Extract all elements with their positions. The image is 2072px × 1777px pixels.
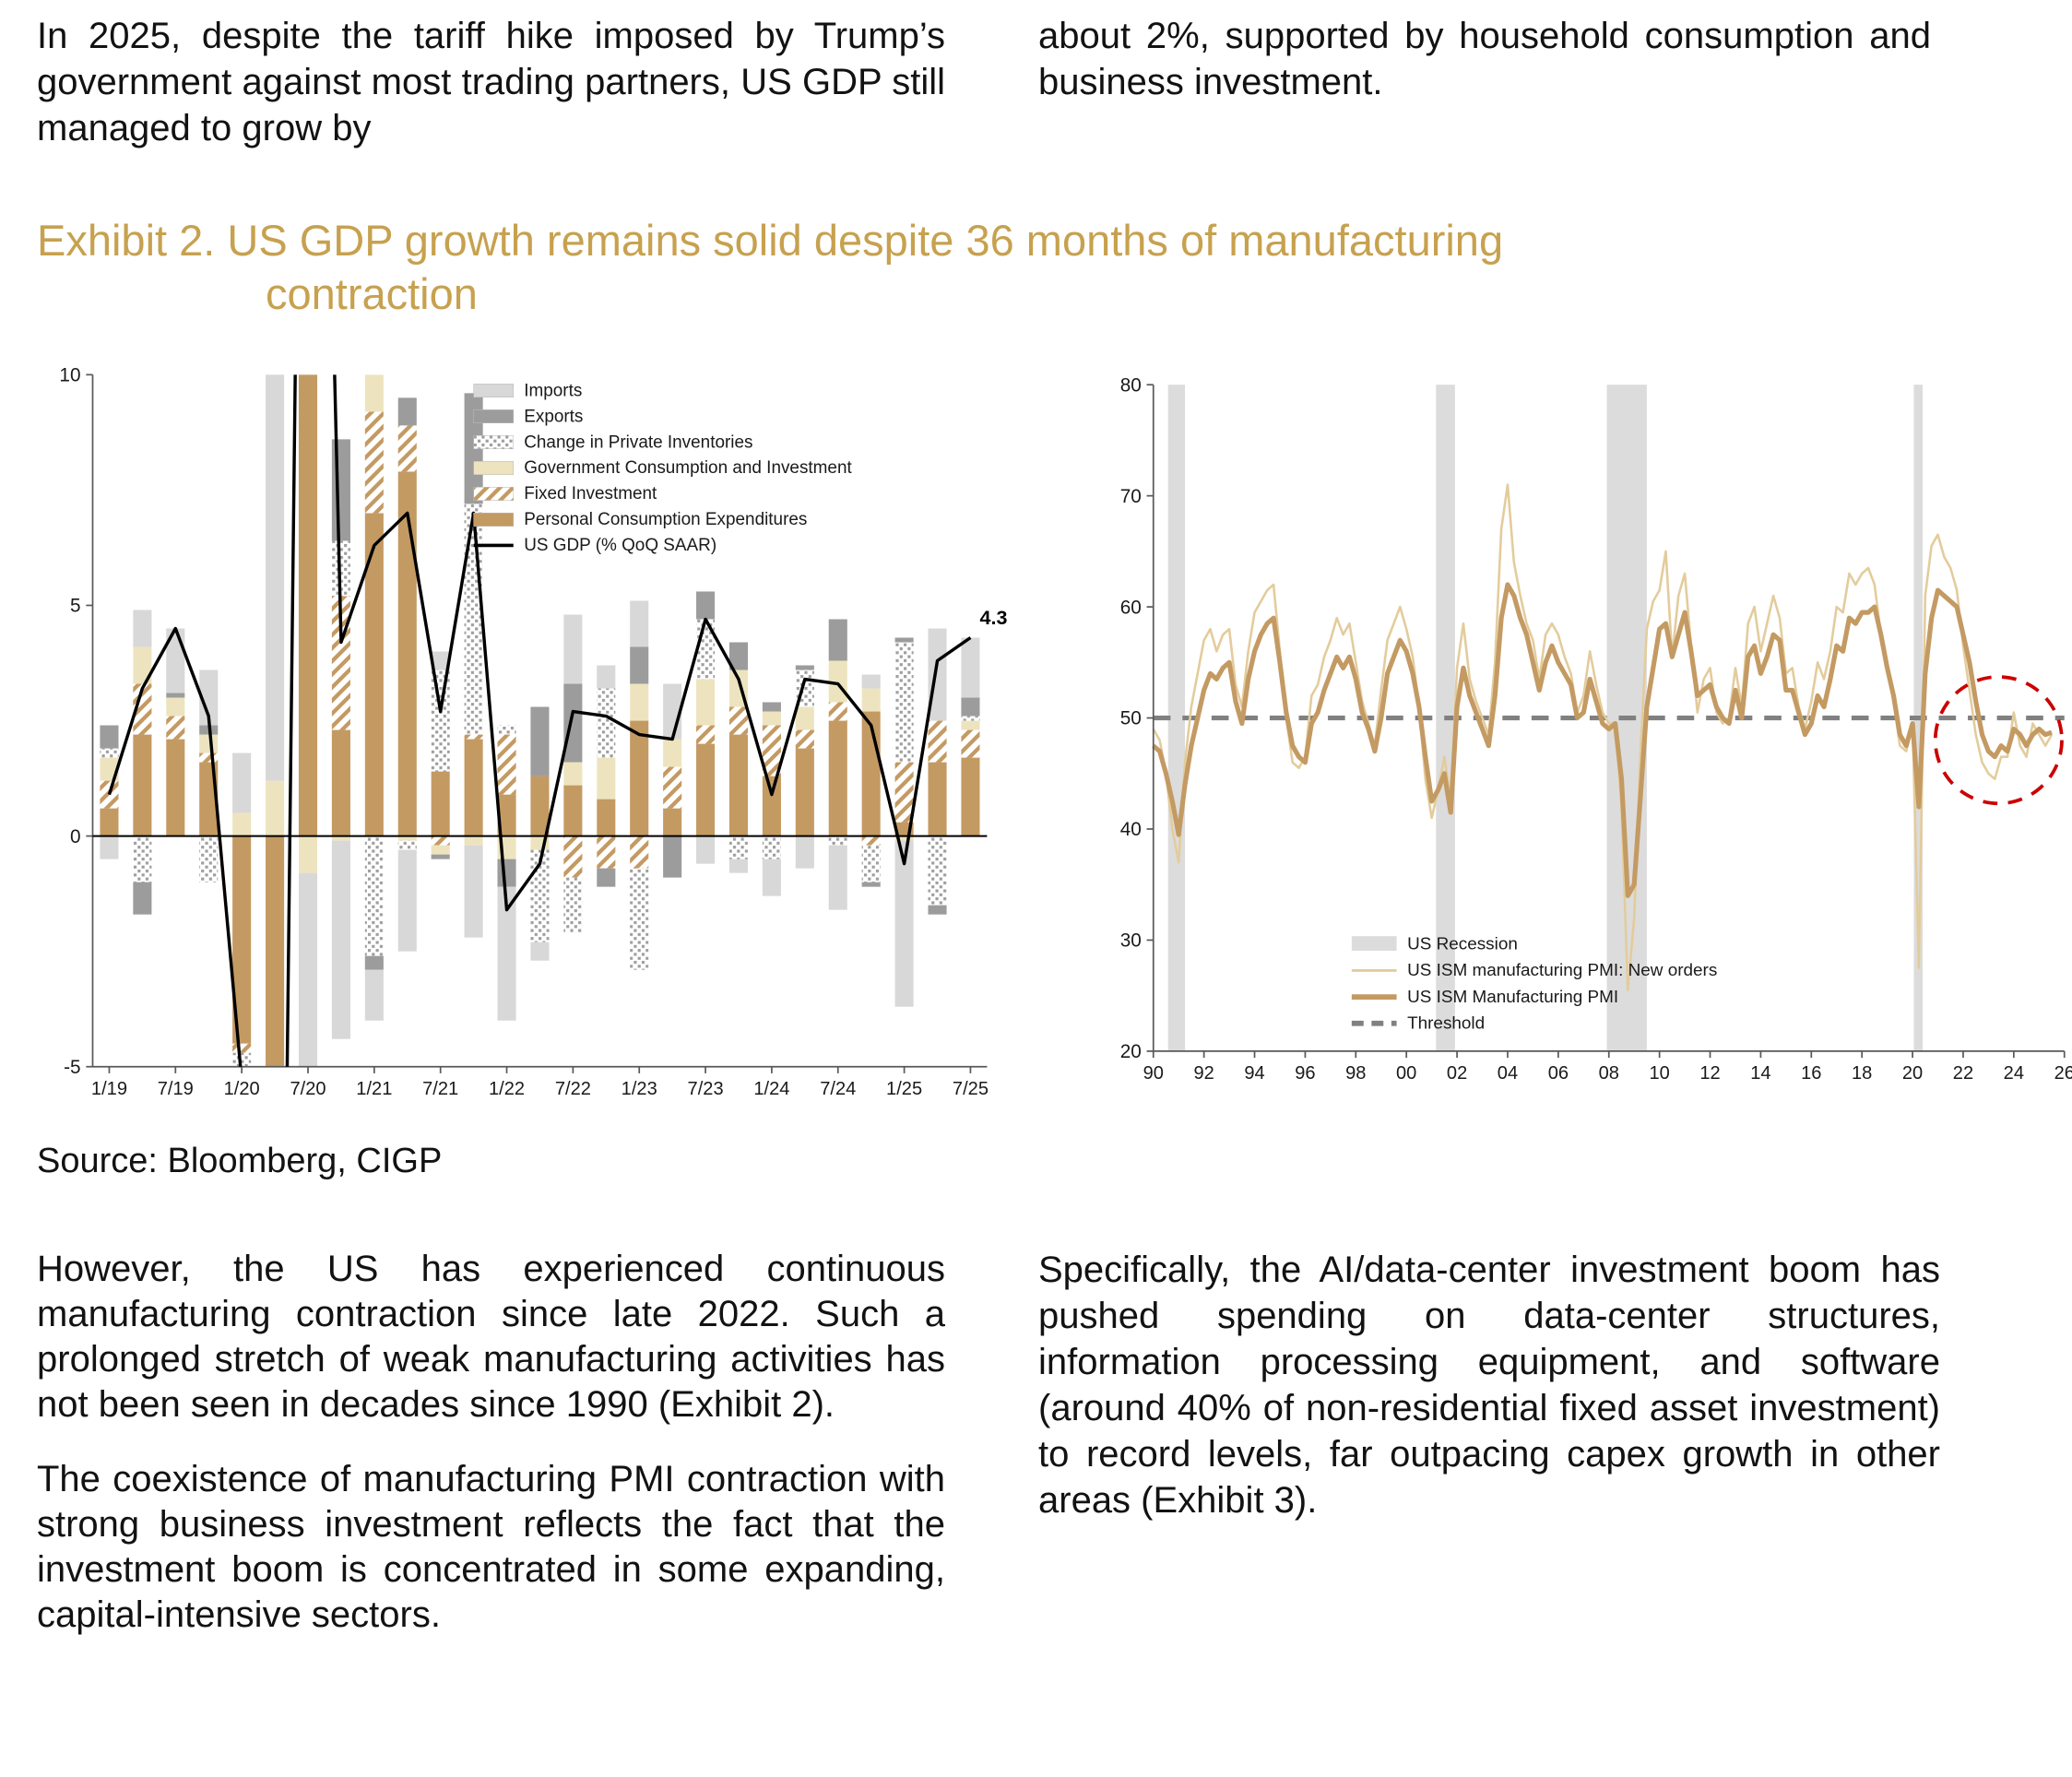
svg-text:10: 10 (1649, 1063, 1669, 1084)
svg-text:7/23: 7/23 (688, 1079, 724, 1099)
ism-pmi-chart: 80 70 60 50 40 30 20 90 92 94 96 98 00 02 04 06 08 10 12 14… (1084, 369, 2072, 1111)
exhibit-title-line1: Exhibit 2. US GDP growth remains solid d… (37, 216, 1504, 265)
svg-text:5: 5 (70, 596, 81, 617)
svg-text:Change in Private Inventories: Change in Private Inventories (524, 432, 752, 452)
svg-text:70: 70 (1120, 486, 1142, 507)
svg-text:1/20: 1/20 (224, 1079, 260, 1099)
pmi-chart-legend: US Recession US ISM manufacturing PMI: Ne… (1351, 934, 1717, 1034)
svg-text:Fixed Investment: Fixed Investment (524, 484, 657, 503)
gdp-latest-label: 4.3 (979, 607, 1007, 629)
gdp-chart-svg: 10 5 0 -5 1/19 7/19 1/20 7/20 1/21 7/21 1/22 7/22 1/… (59, 365, 1007, 1099)
svg-text:04: 04 (1498, 1063, 1518, 1084)
pmi-line (1152, 582, 2053, 898)
svg-text:0: 0 (70, 826, 81, 847)
intro-paragraph-right: about 2%, supported by household consump… (1038, 16, 1931, 102)
svg-text:1/22: 1/22 (489, 1079, 525, 1099)
exhibit-title-line2: contraction (266, 269, 478, 318)
svg-text:50: 50 (1120, 708, 1142, 729)
svg-text:94: 94 (1244, 1063, 1264, 1084)
gdp-line (107, 374, 972, 1067)
svg-text:1/24: 1/24 (753, 1079, 789, 1099)
svg-text:Imports: Imports (524, 381, 582, 400)
svg-text:7/20: 7/20 (290, 1079, 326, 1099)
body-paragraph-1: However, the US has experienced continuo… (37, 1249, 945, 1425)
svg-text:7/19: 7/19 (158, 1079, 194, 1099)
body-right-column: Specifically, the AI/data-center investm… (1038, 1247, 1940, 1553)
svg-text:US ISM Manufacturing PMI: US ISM Manufacturing PMI (1407, 988, 1618, 1007)
stacked-bars (100, 374, 980, 1067)
svg-text:96: 96 (1295, 1063, 1315, 1084)
svg-text:92: 92 (1193, 1063, 1214, 1084)
exhibit-title: Exhibit 2. US GDP growth remains solid d… (37, 214, 1844, 321)
svg-text:1/23: 1/23 (622, 1079, 657, 1099)
svg-text:Personal Consumption Expenditu: Personal Consumption Expenditures (524, 510, 807, 529)
svg-text:06: 06 (1548, 1063, 1569, 1084)
gdp-contributions-chart: 10 5 0 -5 1/19 7/19 1/20 7/20 1/21 7/21 1/22 7/22 1/… (26, 361, 1072, 1124)
body-left-column: However, the US has experienced continuo… (37, 1247, 945, 1667)
svg-text:1/21: 1/21 (356, 1079, 392, 1099)
svg-text:Threshold: Threshold (1407, 1014, 1485, 1034)
svg-text:7/24: 7/24 (820, 1079, 856, 1099)
svg-text:US GDP (% QoQ SAAR): US GDP (% QoQ SAAR) (524, 536, 716, 555)
svg-text:1/25: 1/25 (886, 1079, 922, 1099)
svg-text:90: 90 (1143, 1063, 1164, 1084)
svg-text:30: 30 (1120, 930, 1142, 952)
svg-text:14: 14 (1750, 1063, 1770, 1084)
body-paragraph-2: The coexistence of manufacturing PMI con… (37, 1459, 945, 1635)
svg-text:1/19: 1/19 (91, 1079, 127, 1099)
svg-text:40: 40 (1120, 819, 1142, 840)
svg-text:Exports: Exports (524, 407, 583, 426)
svg-text:98: 98 (1345, 1063, 1366, 1084)
svg-text:20: 20 (1902, 1063, 1923, 1084)
svg-text:02: 02 (1447, 1063, 1467, 1084)
svg-text:80: 80 (1120, 374, 1142, 396)
svg-text:22: 22 (1953, 1063, 1973, 1084)
svg-text:7/25: 7/25 (953, 1079, 989, 1099)
intro-paragraph-left: In 2025, despite the tariff hike imposed… (37, 16, 945, 148)
svg-text:US ISM manufacturing PMI: New: US ISM manufacturing PMI: New orders (1407, 961, 1717, 980)
svg-text:Government Consumption and Inv: Government Consumption and Investment (524, 458, 852, 478)
svg-text:10: 10 (59, 365, 80, 386)
svg-text:16: 16 (1801, 1063, 1821, 1084)
gdp-chart-legend: Imports Exports Change in Private Inventor… (473, 381, 852, 555)
svg-text:-5: -5 (64, 1057, 81, 1078)
recession-band (1167, 385, 1186, 1051)
source-note: Source: Bloomberg, CIGP (37, 1142, 443, 1180)
svg-text:26: 26 (2054, 1063, 2072, 1084)
svg-text:08: 08 (1599, 1063, 1619, 1084)
svg-text:20: 20 (1120, 1041, 1142, 1062)
svg-text:60: 60 (1120, 597, 1142, 618)
svg-text:US Recession: US Recession (1407, 934, 1518, 954)
svg-text:18: 18 (1852, 1063, 1872, 1084)
svg-text:7/22: 7/22 (555, 1079, 591, 1099)
body-paragraph-3: Specifically, the AI/data-center investm… (1038, 1250, 1940, 1521)
svg-text:7/21: 7/21 (422, 1079, 458, 1099)
svg-text:24: 24 (2004, 1063, 2024, 1084)
svg-text:00: 00 (1396, 1063, 1416, 1084)
svg-text:12: 12 (1699, 1063, 1720, 1084)
